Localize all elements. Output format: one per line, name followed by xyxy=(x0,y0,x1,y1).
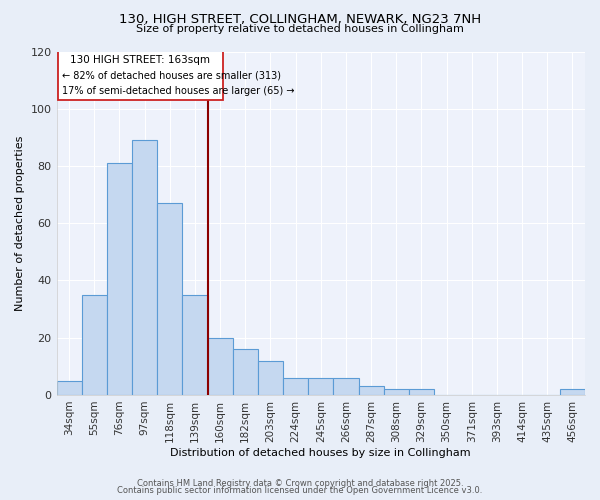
Bar xyxy=(107,163,132,395)
Bar xyxy=(56,380,82,395)
Text: Contains HM Land Registry data © Crown copyright and database right 2025.: Contains HM Land Registry data © Crown c… xyxy=(137,478,463,488)
Bar xyxy=(308,378,334,395)
Text: 130 HIGH STREET: 163sqm: 130 HIGH STREET: 163sqm xyxy=(70,55,210,65)
FancyBboxPatch shape xyxy=(58,48,223,100)
Text: Size of property relative to detached houses in Collingham: Size of property relative to detached ho… xyxy=(136,24,464,34)
Bar xyxy=(157,203,182,395)
Bar xyxy=(182,295,208,395)
Bar xyxy=(82,295,107,395)
X-axis label: Distribution of detached houses by size in Collingham: Distribution of detached houses by size … xyxy=(170,448,471,458)
Bar xyxy=(334,378,359,395)
Bar xyxy=(258,360,283,395)
Text: 17% of semi-detached houses are larger (65) →: 17% of semi-detached houses are larger (… xyxy=(62,86,294,96)
Text: ← 82% of detached houses are smaller (313): ← 82% of detached houses are smaller (31… xyxy=(62,70,281,81)
Y-axis label: Number of detached properties: Number of detached properties xyxy=(15,136,25,311)
Text: Contains public sector information licensed under the Open Government Licence v3: Contains public sector information licen… xyxy=(118,486,482,495)
Bar xyxy=(409,389,434,395)
Text: 130, HIGH STREET, COLLINGHAM, NEWARK, NG23 7NH: 130, HIGH STREET, COLLINGHAM, NEWARK, NG… xyxy=(119,12,481,26)
Bar xyxy=(359,386,383,395)
Bar xyxy=(132,140,157,395)
Bar xyxy=(208,338,233,395)
Bar xyxy=(383,389,409,395)
Bar xyxy=(233,349,258,395)
Bar xyxy=(560,389,585,395)
Bar xyxy=(283,378,308,395)
